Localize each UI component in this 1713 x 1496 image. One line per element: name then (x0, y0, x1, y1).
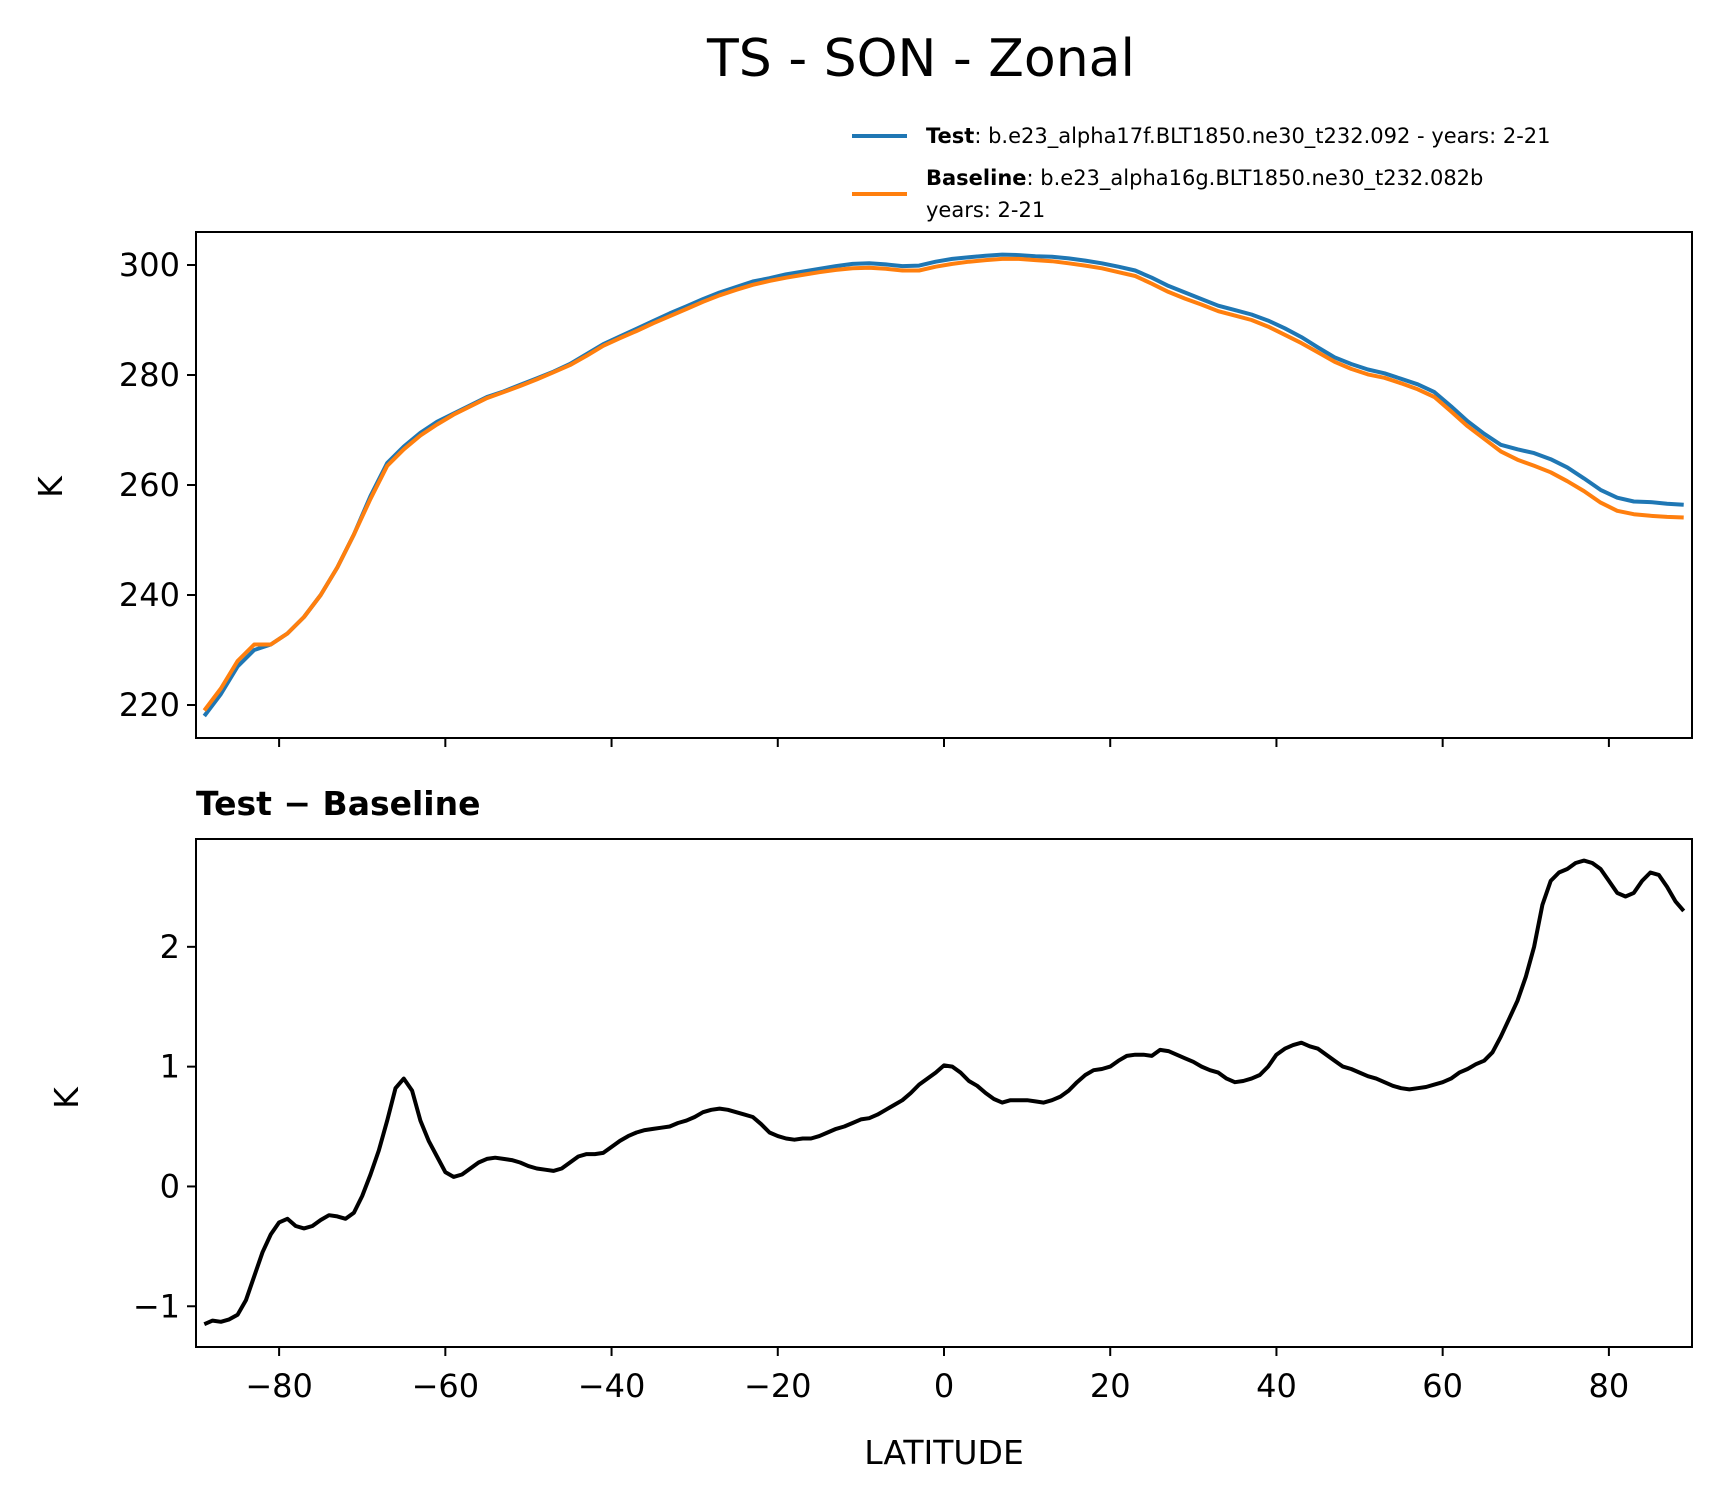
top-y-axis-label: K (31, 475, 70, 498)
x-tick-label-7: 60 (1422, 1367, 1463, 1405)
series-line-test (202, 252, 1684, 718)
bottom-y-tick-label-1: 0 (160, 1167, 180, 1205)
series-line-difference (203, 858, 1686, 1327)
bottom-y-tick-label-0: −1 (133, 1287, 180, 1325)
top-y-tick-label-280: 280 (119, 356, 180, 394)
bottom-plot-frame (195, 838, 1693, 1348)
bottom-y-axis-label: K (47, 1086, 86, 1109)
legend-test-name: Test (926, 124, 974, 148)
legend-baseline-name: Baseline (926, 166, 1027, 190)
bottom-panel: Test − Baseline −1 0 1 2 −80 −60 −40 −20 0 20 40 60… (47, 784, 1693, 1472)
legend-test-text: : b.e23_alpha17f.BLT1850.ne30_t232.092 -… (974, 124, 1550, 149)
legend: Test: b.e23_alpha17f.BLT1850.ne30_t232.0… (852, 124, 1551, 222)
x-tick-label-3: −20 (744, 1367, 812, 1405)
bottom-series-lines (203, 858, 1686, 1327)
top-y-tick-label-220: 220 (119, 686, 180, 724)
bottom-panel-title: Test − Baseline (196, 784, 481, 823)
figure-title: TS - SON - Zonal (706, 29, 1135, 89)
x-tick-label-4: 0 (934, 1367, 954, 1405)
bottom-axis-ticks: −1 0 1 2 −80 −60 −40 −20 0 20 40 60 80 (133, 928, 1629, 1405)
x-tick-label-8: 80 (1589, 1367, 1630, 1405)
legend-baseline-label: Baseline: b.e23_alpha16g.BLT1850.ne30_t2… (926, 166, 1483, 191)
bottom-y-tick-label-2: 1 (160, 1048, 180, 1086)
x-tick-label-6: 40 (1256, 1367, 1297, 1405)
top-y-tick-label-240: 240 (119, 576, 180, 614)
legend-baseline-text: : b.e23_alpha16g.BLT1850.ne30_t232.082b (1027, 166, 1484, 191)
top-axis-ticks: 220 240 260 280 300 (119, 246, 1610, 747)
x-tick-label-1: −60 (412, 1367, 480, 1405)
x-tick-label-5: 20 (1090, 1367, 1131, 1405)
x-tick-label-2: −40 (578, 1367, 646, 1405)
top-y-tick-label-260: 260 (119, 466, 180, 504)
series-line-baseline (202, 256, 1684, 712)
top-series-lines (202, 252, 1684, 718)
legend-baseline-text-line2: years: 2-21 (926, 198, 1045, 222)
top-plot-frame (195, 231, 1693, 739)
top-panel: 220 240 260 280 300 K (31, 231, 1693, 747)
x-axis-label: LATITUDE (864, 1433, 1024, 1472)
top-y-tick-label-300: 300 (119, 246, 180, 284)
x-tick-label-0: −80 (245, 1367, 313, 1405)
bottom-y-tick-label-3: 2 (160, 928, 180, 966)
legend-test-label: Test: b.e23_alpha17f.BLT1850.ne30_t232.0… (926, 124, 1551, 149)
